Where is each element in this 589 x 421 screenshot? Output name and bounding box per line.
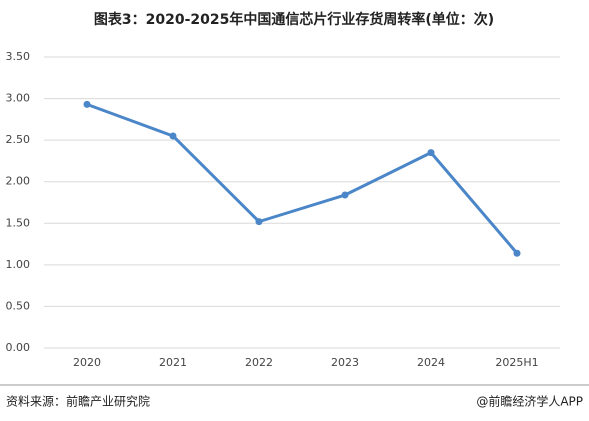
source: 资料来源：前瞻产业研究院	[6, 394, 150, 409]
y-tick-label: 2.00	[6, 175, 31, 188]
y-tick-label: 3.50	[6, 50, 31, 63]
y-tick-label: 0.00	[6, 341, 31, 354]
point	[83, 100, 91, 108]
line	[86, 102, 519, 255]
point	[169, 132, 177, 140]
x-tick-label: 2023	[331, 356, 359, 369]
y-tick-label: 3.00	[6, 92, 31, 105]
y-tick-label: 0.50	[6, 299, 31, 312]
chart-title: 图表3：2020-2025年中国通信芯片行业存货周转率(单位：次)	[94, 11, 494, 28]
x-tick-label: 2020	[73, 356, 101, 369]
x-tick-label: 2024	[417, 356, 445, 369]
y-tick-label: 2.50	[6, 133, 31, 146]
point	[255, 218, 263, 226]
x-tick-label: 2025H1	[495, 356, 538, 369]
point	[427, 149, 435, 157]
point	[341, 191, 349, 199]
x-tick-label: 2021	[159, 356, 187, 369]
point	[513, 249, 521, 257]
y-tick-label: 1.00	[6, 258, 31, 271]
y-tick-label: 1.50	[6, 216, 31, 229]
x-tick-label: 2022	[245, 356, 273, 369]
credit: @前瞻经济学人APP	[476, 394, 583, 409]
